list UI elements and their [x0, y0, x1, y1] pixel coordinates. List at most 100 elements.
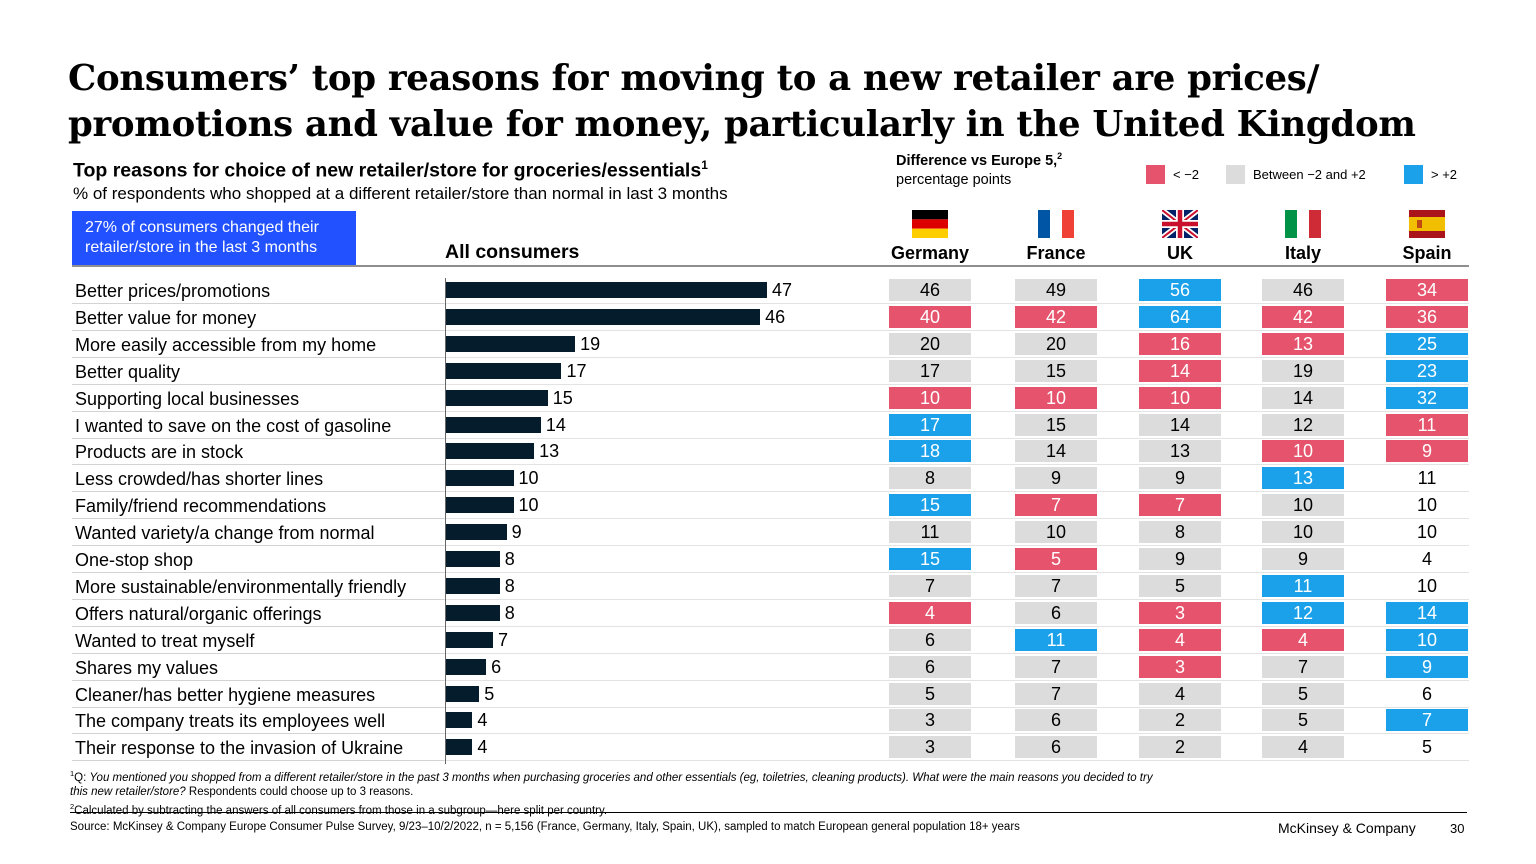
source-note: Source: McKinsey & Company Europe Consum…	[70, 821, 1020, 833]
legend-swatch-red	[1146, 165, 1165, 184]
row-label: Shares my values	[75, 657, 219, 678]
bar	[445, 282, 767, 298]
column-header-italy: Italy	[1262, 210, 1344, 264]
row-divider-right	[444, 733, 1469, 735]
cell-germany: 5	[889, 682, 971, 705]
cell-germany: 18	[889, 440, 971, 463]
row-label: Less crowded/has shorter lines	[75, 469, 324, 490]
cell-germany: 17	[889, 359, 971, 382]
cell-spain: 34	[1386, 279, 1468, 301]
germany-flag-icon	[912, 210, 948, 238]
footnote-1-marker: 1	[70, 769, 75, 778]
cell-france: 7	[1015, 494, 1097, 517]
row-divider	[72, 733, 444, 735]
row-label: Better prices/promotions	[75, 281, 271, 301]
cell-uk: 13	[1139, 440, 1221, 463]
legend-label-between: Between −2 and +2	[1253, 167, 1366, 182]
table-row: Supporting local businesses 15 10 10 10 14 32	[72, 385, 1469, 412]
row-divider-right	[444, 679, 1469, 681]
brand-name: McKinsey & Company	[1278, 820, 1416, 836]
cell-italy: 11	[1262, 574, 1344, 597]
row-label: Supporting local businesses	[75, 388, 300, 409]
legend-label-below: < −2	[1173, 167, 1200, 182]
header-divider	[72, 265, 1469, 267]
cell-spain: 10	[1386, 628, 1468, 651]
row-divider-right	[444, 410, 1469, 412]
row-divider	[72, 679, 444, 681]
cell-italy: 46	[1262, 279, 1344, 301]
uk-flag-icon	[1162, 210, 1198, 238]
footer-divider	[70, 812, 1467, 813]
legend-item-below: < −2	[1146, 165, 1199, 184]
cell-france: 6	[1015, 601, 1097, 624]
cell-france: 7	[1015, 655, 1097, 678]
table-row: Shares my values 6 6 7 3 7 9	[72, 654, 1469, 681]
footnote-1-prefix: Q:	[74, 771, 90, 784]
cell-france: 15	[1015, 359, 1097, 382]
bar-value-label: 5	[484, 683, 495, 704]
cell-uk: 16	[1139, 332, 1221, 355]
bar	[445, 443, 535, 460]
row-label: The company treats its employees well	[75, 711, 386, 732]
cell-germany: 40	[889, 305, 971, 328]
cell-italy: 5	[1262, 709, 1344, 732]
row-divider-right	[444, 545, 1469, 547]
cell-spain: 23	[1386, 359, 1468, 382]
column-name-spain: Spain	[1402, 243, 1452, 263]
row-label: Better quality	[75, 361, 181, 382]
cell-uk: 4	[1139, 628, 1221, 651]
bar	[445, 577, 500, 594]
column-name-germany: Germany	[890, 243, 970, 263]
table-row: Better value for money 46 40 42 64 42 36	[72, 304, 1469, 331]
row-divider	[72, 598, 444, 600]
cell-uk: 9	[1139, 548, 1221, 570]
row-divider-right	[444, 760, 1469, 762]
cell-italy: 10	[1262, 521, 1344, 544]
legend-item-between: Between −2 and +2	[1226, 165, 1366, 184]
row-label: Offers natural/organic offerings	[75, 603, 322, 624]
footnote-1-question: You mentioned you shopped from a differe…	[70, 771, 1153, 799]
row-divider	[72, 518, 444, 520]
cell-uk: 14	[1139, 413, 1221, 436]
bar	[445, 497, 514, 514]
difference-title-text: Difference vs Europe 5,	[896, 152, 1058, 169]
bar-value-label: 10	[518, 468, 539, 489]
bar-value-label: 13	[539, 441, 560, 462]
bar	[445, 335, 576, 352]
table-row: The company treats its employees well 4 3 6…	[72, 707, 1469, 735]
cell-germany: 11	[889, 521, 971, 544]
row-divider	[72, 545, 444, 547]
row-divider	[72, 464, 444, 466]
row-divider-right	[444, 329, 1469, 331]
legend-swatch-blue	[1404, 165, 1423, 184]
footnote-marker-2: 2	[1057, 151, 1063, 161]
bar	[445, 604, 500, 621]
cell-france: 49	[1015, 279, 1097, 301]
row-divider	[72, 303, 444, 304]
row-divider	[72, 410, 444, 412]
column-header-germany: Germany	[889, 210, 971, 264]
row-divider-right	[444, 518, 1469, 520]
cell-spain: 7	[1386, 709, 1468, 732]
cell-italy: 4	[1262, 628, 1344, 651]
row-divider-right	[444, 598, 1469, 600]
cell-germany: 15	[889, 494, 971, 517]
row-label: Family/friend recommendations	[75, 496, 327, 517]
cell-spain: 9	[1386, 655, 1468, 678]
table-row: Better quality 17 17 15 14 19 23	[72, 358, 1469, 385]
cell-germany: 17	[889, 413, 971, 436]
cell-italy: 10	[1262, 494, 1344, 517]
table-row: More easily accessible from my home 19 20 2…	[72, 331, 1469, 358]
cell-france: 20	[1015, 332, 1097, 355]
page-title: Consumers’ top reasons for moving to a n…	[68, 58, 1416, 145]
table-row: I wanted to save on the cost of gasoline…	[72, 412, 1469, 439]
row-divider-right	[444, 625, 1469, 627]
bar-axis	[445, 278, 446, 764]
row-divider-right	[444, 491, 1469, 493]
cell-uk: 3	[1139, 601, 1221, 624]
row-divider	[72, 625, 444, 627]
cell-italy: 7	[1262, 655, 1344, 678]
chart-subtitle: Top reasons for choice of new retailer/s…	[73, 158, 708, 183]
bar-value-label: 15	[552, 387, 573, 408]
cell-france: 14	[1015, 440, 1097, 463]
